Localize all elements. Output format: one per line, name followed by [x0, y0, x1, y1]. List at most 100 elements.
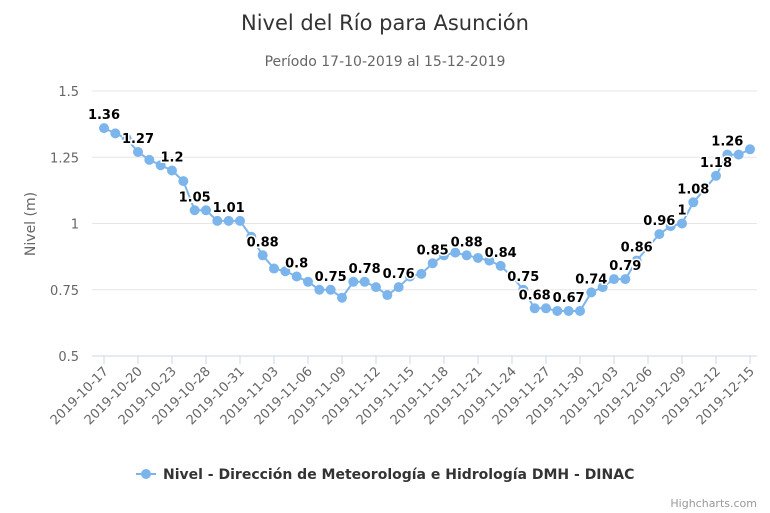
legend-marker-icon — [141, 469, 151, 479]
data-point[interactable] — [269, 263, 279, 274]
data-point[interactable] — [677, 218, 687, 229]
data-point[interactable] — [303, 276, 313, 287]
data-point[interactable] — [291, 271, 302, 282]
data-point[interactable] — [439, 250, 449, 261]
y-tick-label: 0.5 — [58, 350, 79, 365]
data-label: 1.26 — [711, 135, 743, 150]
data-point[interactable] — [121, 133, 132, 144]
data-point[interactable] — [325, 284, 336, 295]
y-tick-label: 0.75 — [50, 284, 79, 299]
data-point[interactable] — [416, 268, 427, 279]
data-point[interactable] — [609, 274, 619, 285]
data-label: 1.01 — [213, 201, 245, 216]
data-point[interactable] — [507, 271, 517, 282]
data-label: 0.76 — [383, 267, 415, 282]
data-point[interactable] — [495, 260, 506, 271]
y-tick-label: 1 — [71, 218, 79, 233]
data-label: 0.78 — [349, 262, 381, 277]
y-tick-label: 1.5 — [58, 85, 79, 100]
data-point[interactable] — [201, 205, 211, 216]
series-nivel[interactable] — [99, 123, 755, 316]
data-point[interactable] — [665, 221, 676, 232]
data-point[interactable] — [371, 282, 381, 293]
data-label: 0.75 — [315, 270, 347, 285]
data-point[interactable] — [337, 292, 347, 303]
data-point[interactable] — [597, 282, 608, 293]
y-axis-label: Nivel (m) — [23, 192, 39, 256]
data-label: 0.84 — [485, 246, 517, 261]
data-point[interactable] — [620, 274, 631, 285]
grid-lines — [92, 90, 757, 357]
data-label: 1.05 — [179, 190, 211, 205]
data-point[interactable] — [631, 255, 642, 266]
data-point[interactable] — [246, 231, 257, 242]
data-point[interactable] — [529, 303, 540, 314]
data-label: 1.36 — [88, 108, 120, 123]
chart-title: Nivel del Río para Asunción — [241, 11, 529, 35]
data-label: 1.18 — [700, 156, 732, 171]
data-point[interactable] — [280, 266, 291, 277]
data-point[interactable] — [348, 276, 359, 287]
data-point[interactable] — [643, 242, 653, 253]
data-point[interactable] — [722, 149, 733, 160]
data-point[interactable] — [212, 215, 223, 226]
data-label: 1.27 — [122, 132, 154, 147]
data-label: 0.68 — [519, 288, 551, 303]
data-label: 0.74 — [575, 272, 607, 287]
data-label: 0.8 — [285, 257, 308, 272]
data-point[interactable] — [405, 271, 415, 282]
data-point[interactable] — [518, 284, 529, 295]
data-point[interactable] — [110, 128, 121, 139]
data-point[interactable] — [484, 255, 495, 266]
data-label: 1.2 — [160, 151, 183, 166]
data-point[interactable] — [733, 149, 744, 160]
data-point[interactable] — [189, 205, 200, 216]
legend-label: Nivel - Dirección de Meteorología e Hidr… — [163, 467, 634, 483]
data-point[interactable] — [235, 215, 245, 226]
data-label: 0.96 — [643, 214, 675, 229]
legend-item[interactable]: Nivel - Dirección de Meteorología e Hidr… — [136, 467, 634, 483]
data-label: 1.08 — [677, 182, 709, 197]
data-point[interactable] — [427, 258, 438, 269]
data-label: 0.79 — [609, 259, 641, 274]
data-point[interactable] — [711, 170, 721, 181]
data-point[interactable] — [167, 165, 177, 176]
data-label: 0.75 — [507, 270, 539, 285]
data-point[interactable] — [586, 287, 597, 298]
data-point[interactable] — [563, 305, 574, 316]
x-axis-ticks: 2019-10-172019-10-202019-10-232019-10-28… — [48, 356, 758, 428]
data-point[interactable] — [552, 305, 563, 316]
data-point[interactable] — [745, 144, 755, 155]
data-point[interactable] — [144, 154, 155, 165]
data-point[interactable] — [699, 184, 710, 195]
data-label: 0.86 — [621, 241, 653, 256]
data-point[interactable] — [575, 305, 585, 316]
data-point[interactable] — [257, 250, 268, 261]
data-label: 0.88 — [247, 235, 279, 250]
data-point[interactable] — [314, 284, 325, 295]
y-axis-ticks: 0.5 0.75 1 1.25 1.5 — [50, 85, 79, 365]
data-label: 1 — [677, 204, 686, 219]
data-labels: 1.361.271.21.051.010.880.80.750.78 0.760.… — [86, 107, 744, 308]
y-tick-label: 1.25 — [50, 151, 79, 166]
data-point[interactable] — [688, 197, 699, 208]
data-point[interactable] — [359, 276, 370, 287]
data-point[interactable] — [393, 282, 404, 293]
series-line — [103, 127, 751, 312]
data-label: 0.67 — [553, 291, 585, 306]
data-point[interactable] — [382, 290, 393, 301]
data-point[interactable] — [99, 123, 109, 134]
data-point[interactable] — [654, 229, 665, 240]
data-label: 0.88 — [451, 235, 483, 250]
data-point[interactable] — [155, 160, 166, 171]
data-point[interactable] — [450, 247, 461, 258]
data-point[interactable] — [223, 215, 234, 226]
data-point[interactable] — [133, 146, 143, 157]
data-point[interactable] — [473, 252, 483, 263]
data-point[interactable] — [461, 250, 472, 261]
data-point[interactable] — [178, 176, 189, 187]
chart-subtitle: Período 17-10-2019 al 15-12-2019 — [265, 54, 506, 70]
credits-link[interactable]: Highcharts.com — [670, 497, 757, 510]
data-point[interactable] — [541, 303, 551, 314]
